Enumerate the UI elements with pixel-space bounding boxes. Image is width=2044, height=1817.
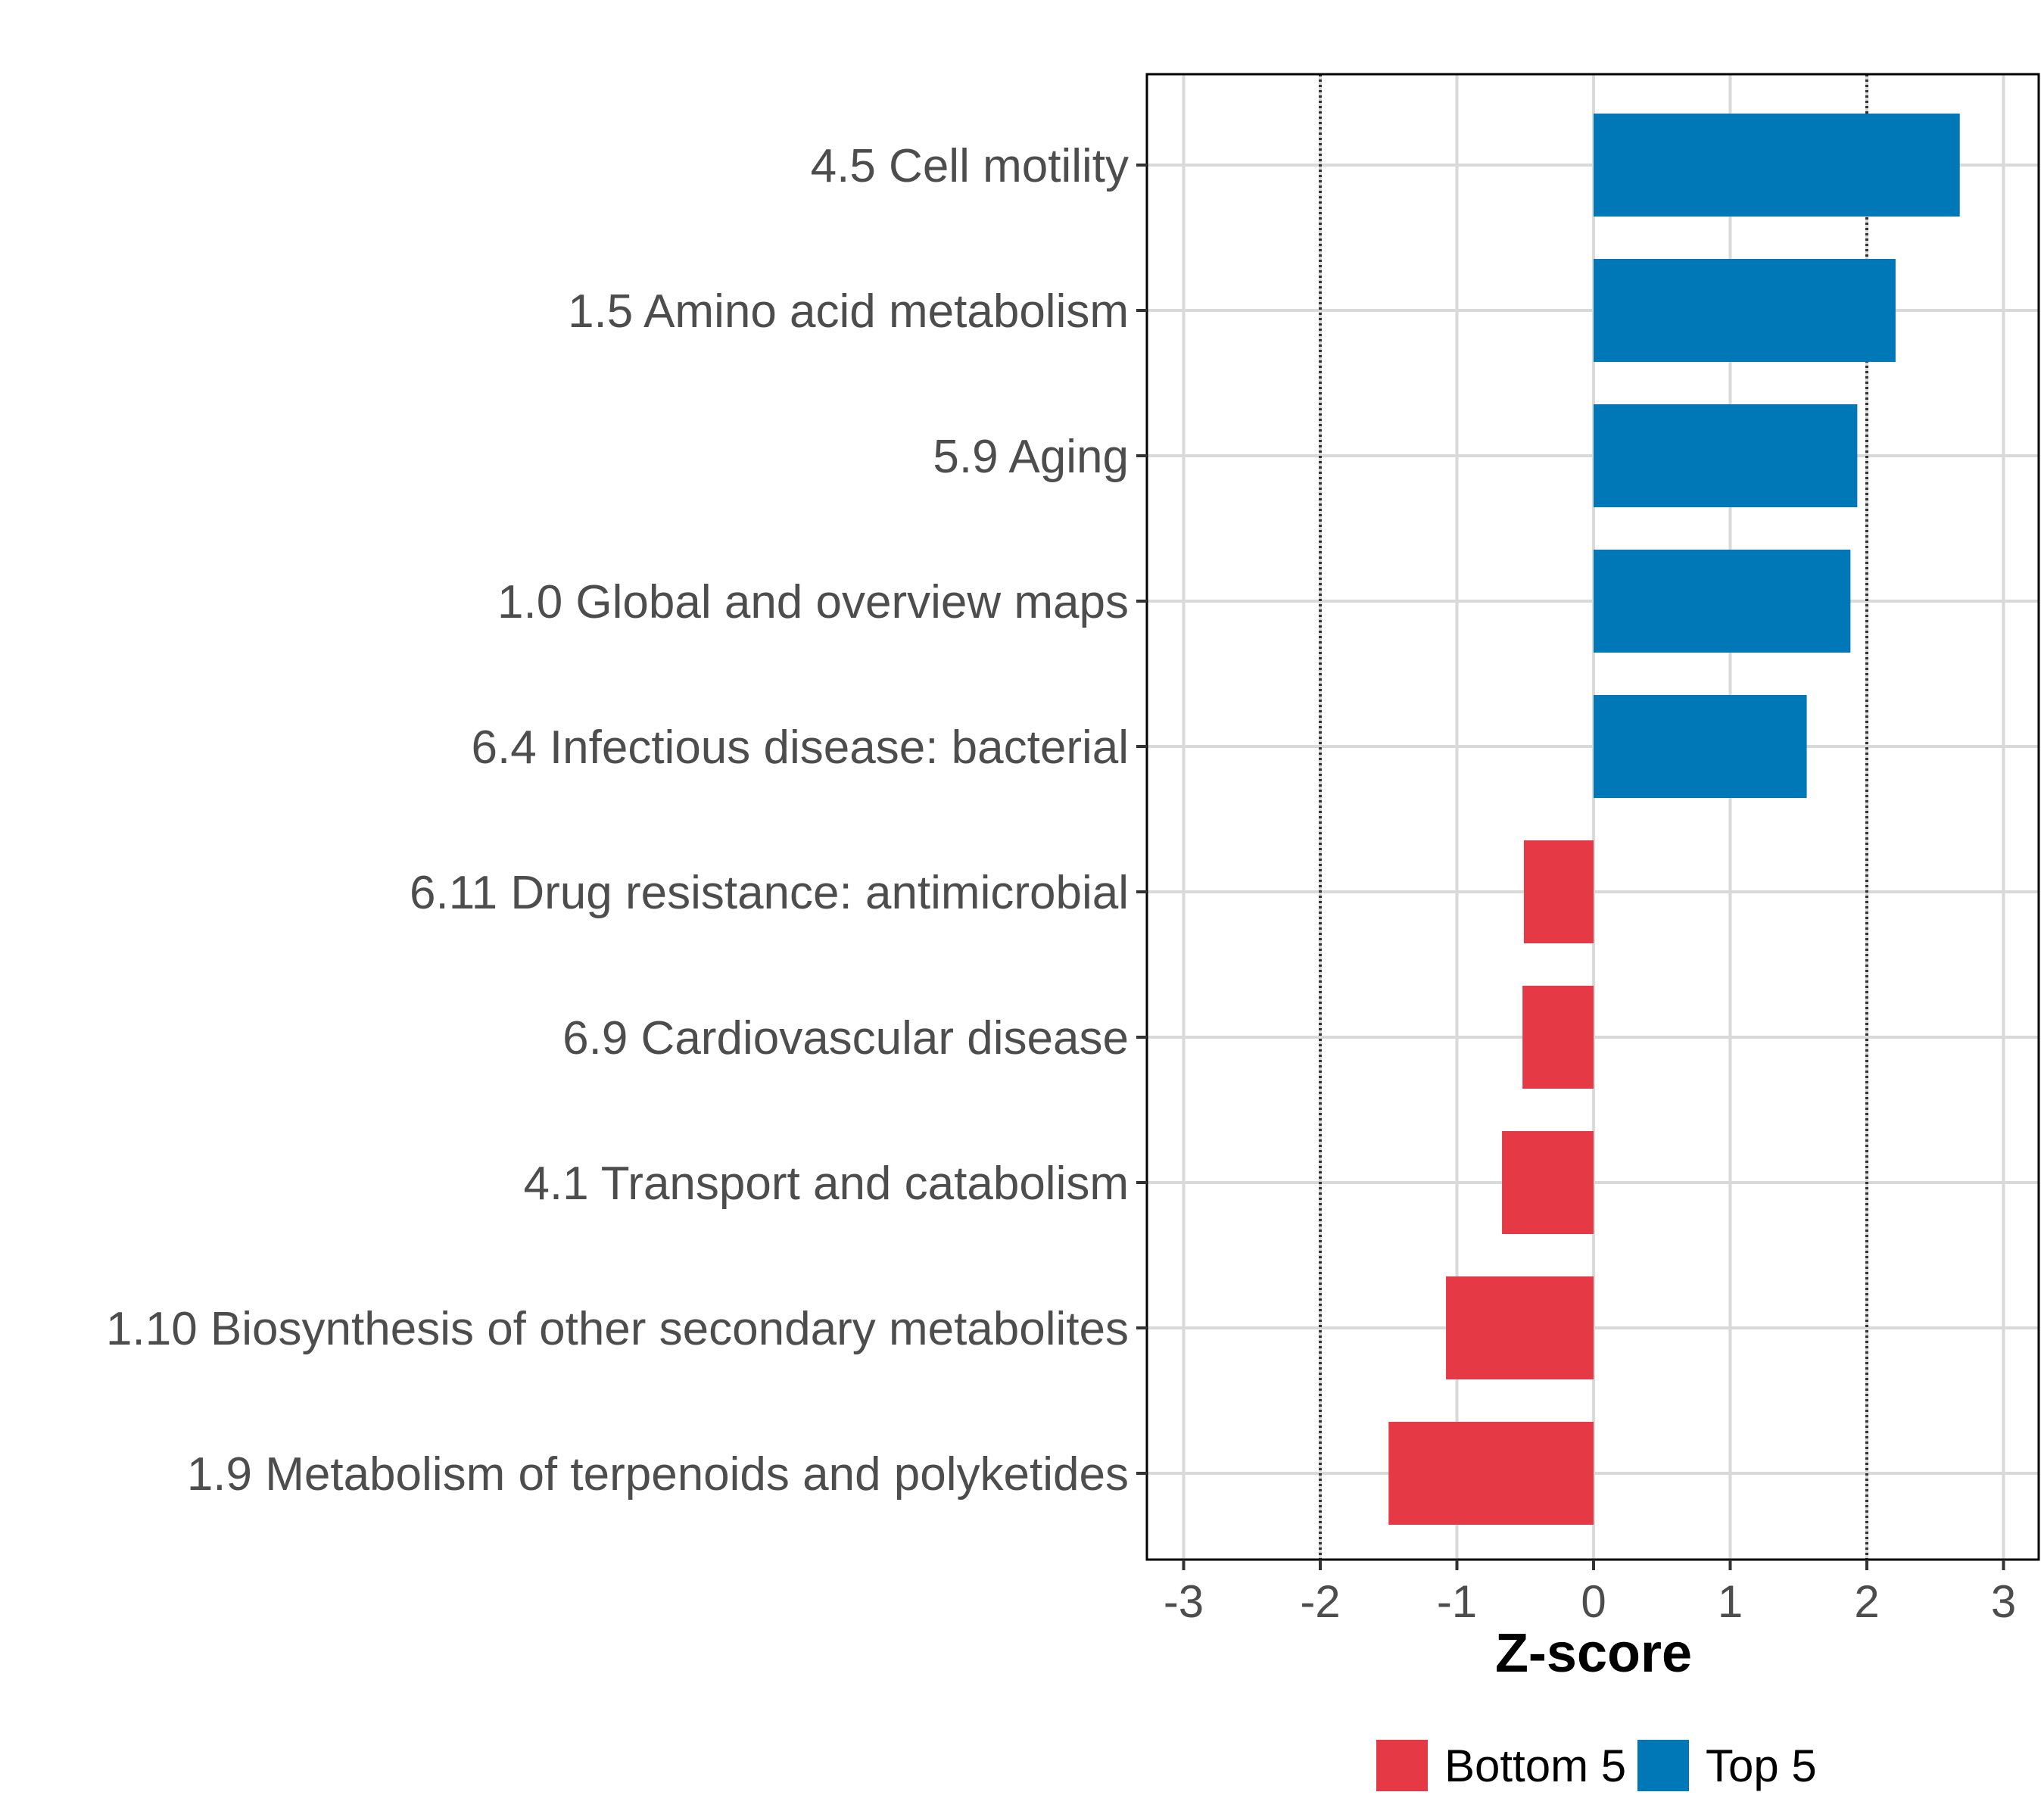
legend-label: Top 5 (1706, 1741, 1817, 1791)
y-tick-label: 1.10 Biosynthesis of other secondary met… (106, 1303, 1129, 1355)
y-tick-label: 1.0 Global and overview maps (497, 576, 1129, 628)
bar-top (1594, 404, 1858, 507)
reference-lines (1319, 74, 1868, 1560)
legend-swatch (1637, 1740, 1689, 1791)
bar-bottom (1388, 1422, 1594, 1525)
legend-label: Bottom 5 (1444, 1741, 1626, 1791)
y-tick-label: 1.5 Amino acid metabolism (568, 285, 1129, 338)
bars-layer (1388, 114, 1960, 1525)
bar-bottom (1522, 986, 1594, 1089)
x-tick-label: 3 (1991, 1576, 2016, 1627)
x-axis-ticks: -3 -2 -1 0 1 2 3 (1164, 1560, 2016, 1627)
y-tick-label: 4.1 Transport and catabolism (523, 1158, 1129, 1210)
y-tick-label: 6.11 Drug resistance: antimicrobial (410, 867, 1129, 919)
bar-top (1594, 259, 1896, 362)
y-tick-label: 1.9 Metabolism of terpenoids and polyket… (187, 1448, 1129, 1501)
bar-top (1594, 550, 1851, 653)
x-tick-label: -3 (1164, 1576, 1204, 1627)
y-tick-label: 4.5 Cell motility (811, 140, 1129, 192)
y-tick-label: 6.4 Infectious disease: bacterial (471, 722, 1129, 774)
y-tick-label: 6.9 Cardiovascular disease (562, 1012, 1129, 1064)
x-tick-label: -1 (1437, 1576, 1477, 1627)
legend-swatch (1376, 1740, 1428, 1791)
x-tick-label: 2 (1854, 1576, 1879, 1627)
x-axis-title: Z-score (1495, 1623, 1692, 1684)
y-axis-labels: 4.5 Cell motility 1.5 Amino acid metaboli… (106, 140, 1147, 1501)
y-tick-label: 5.9 Aging (933, 431, 1129, 483)
bar-bottom (1446, 1276, 1594, 1379)
x-tick-label: 1 (1718, 1576, 1743, 1627)
bar-top (1594, 695, 1807, 798)
bar-top (1594, 114, 1960, 217)
legend: Bottom 5 Top 5 (1376, 1740, 1817, 1791)
x-tick-label: -2 (1300, 1576, 1340, 1627)
bar-bottom (1502, 1131, 1594, 1234)
bar-bottom (1523, 840, 1594, 943)
x-tick-label: 0 (1581, 1576, 1606, 1627)
